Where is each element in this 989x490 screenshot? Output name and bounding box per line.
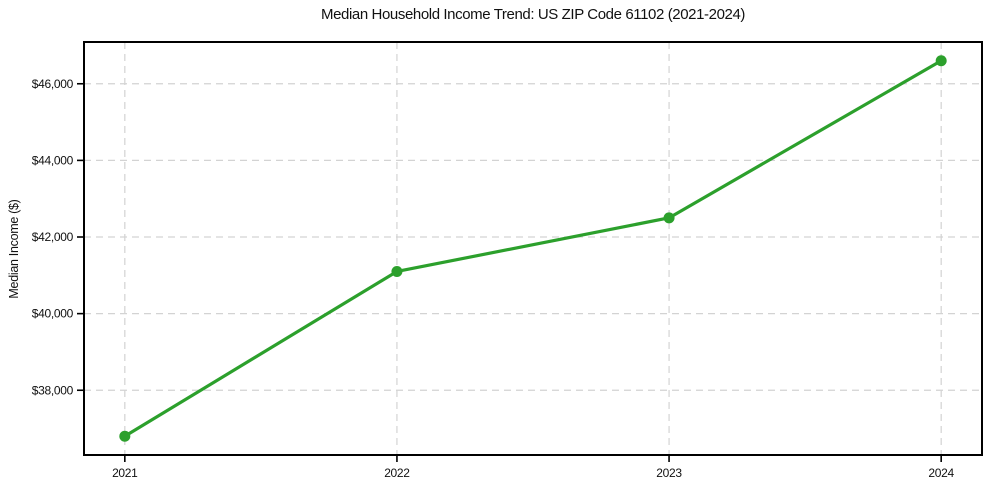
x-tick-label: 2023	[656, 466, 682, 480]
y-tick-label: $38,000	[32, 383, 74, 397]
data-point-marker	[391, 265, 403, 277]
x-tick-label: 2022	[384, 466, 410, 480]
data-point-marker	[663, 212, 675, 224]
plot-border	[83, 41, 983, 456]
x-tick-label: 2024	[928, 466, 954, 480]
data-point-marker	[119, 430, 131, 442]
y-tick-label: $42,000	[32, 230, 74, 244]
chart-title: Median Household Income Trend: US ZIP Co…	[320, 6, 746, 23]
x-tick-label: 2021	[112, 466, 138, 480]
y-tick-label: $40,000	[32, 307, 74, 321]
trend-line	[123, 59, 943, 438]
y-tick-label: $46,000	[32, 77, 74, 91]
y-tick-label: $44,000	[32, 153, 74, 167]
data-point-marker	[935, 55, 947, 67]
